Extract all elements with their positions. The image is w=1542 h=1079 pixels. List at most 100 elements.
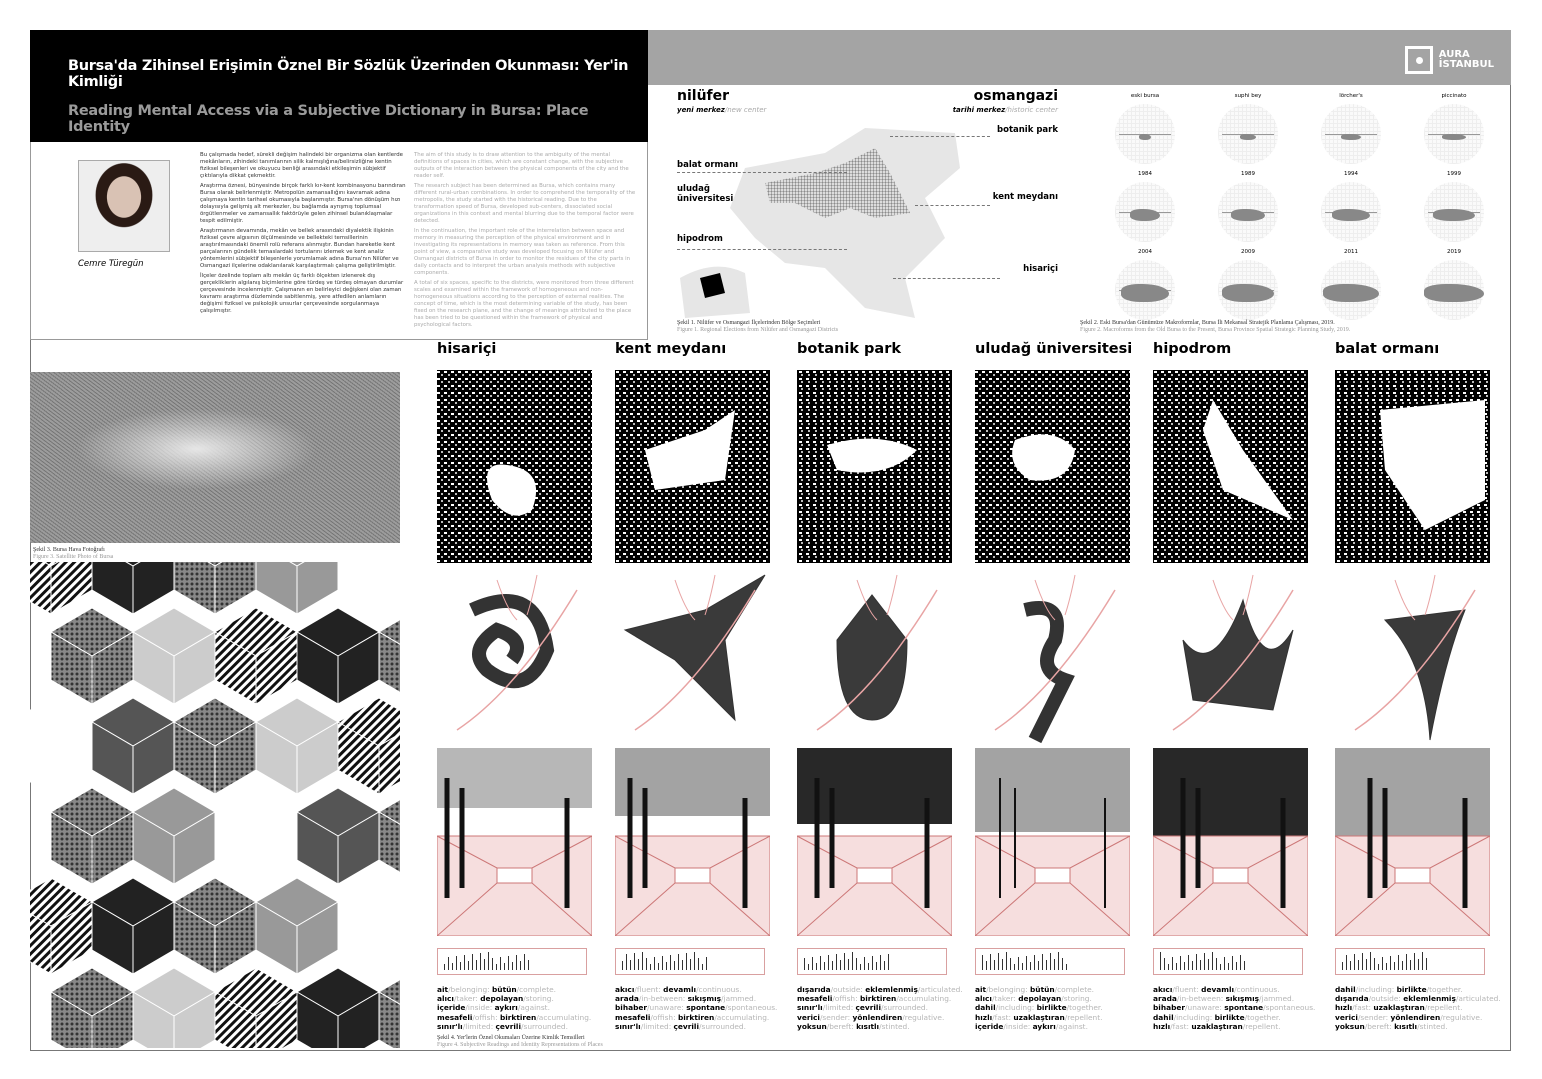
abstract-paragraph: Araştırmanın devamında, mekân ve bellek …: [200, 228, 399, 269]
abstract-paragraph: A total of six spaces, specific to the d…: [414, 280, 634, 328]
macroform-label: 1999: [1447, 171, 1461, 177]
macroform-item: 1989: [1213, 171, 1283, 242]
barcode-line: [868, 963, 869, 970]
abstract-3d-form: [994, 574, 1116, 744]
word-line: dışarıda/outside: eklemlenmiş/articulate…: [797, 985, 967, 994]
caption-en: Figure 3. Satellite Photo of Bursa: [33, 553, 114, 560]
barcode-line: [1160, 952, 1161, 970]
leader-line: [890, 136, 990, 137]
barcode-line: [1176, 963, 1177, 970]
word-en: /stinted.: [879, 1021, 910, 1031]
barcode-line: [488, 952, 489, 970]
word-tr: uzaklaştıran: [1013, 1012, 1065, 1022]
barcode-line: [1398, 955, 1399, 970]
barcode-line: [682, 960, 683, 970]
barcode-line: [1236, 962, 1237, 970]
barcode-diagram: [797, 948, 947, 975]
word-en: /repellent.: [1242, 1021, 1281, 1031]
word-en: /including:: [1355, 985, 1397, 994]
word-en: /accumulating.: [714, 1012, 770, 1022]
caption-tr: Şekil 2. Eski Bursa'dan Günümüze Makrofo…: [1080, 320, 1335, 326]
macroform-item: lörcher's: [1316, 93, 1386, 164]
word-tr: çevrili: [855, 1003, 881, 1013]
barcode-line: [990, 954, 991, 970]
word-line: ait/belonging: bütün/complete.: [975, 985, 1145, 994]
word-line: hızlı/fast: uzaklaştıran/repellent.: [1335, 1003, 1505, 1012]
collage-face: [255, 562, 298, 615]
collage-face: [173, 562, 216, 615]
barcode-line: [982, 955, 983, 970]
macroform-label: 1984: [1138, 171, 1152, 177]
word-tr: içeride: [975, 1021, 1004, 1031]
barcode-line: [1204, 953, 1205, 970]
barcode-line: [880, 955, 881, 970]
leader-line: [893, 278, 1000, 279]
collage-face: [378, 979, 400, 1005]
word-en: /offish:: [650, 1012, 678, 1022]
word-en: /fast:: [1170, 1021, 1192, 1031]
word-tr: yoksun: [1335, 1021, 1365, 1031]
barcode-line: [1216, 958, 1217, 970]
collage-face: [125, 562, 141, 567]
macroform-item: 2011: [1316, 249, 1386, 320]
word-en: /complete.: [1054, 985, 1094, 994]
word-tr: depolayan: [1018, 994, 1062, 1004]
barcode-line: [1406, 954, 1407, 970]
word-tr: verici: [1335, 1012, 1358, 1022]
word-en: /limited:: [462, 1021, 496, 1031]
aura-istanbul-logo: AURA İSTANBUL: [1404, 46, 1494, 74]
macroform-item: 2019: [1419, 249, 1489, 320]
barcode-line: [1366, 959, 1367, 970]
nilufer-subtitle: yeni merkez/new center: [677, 106, 766, 114]
barcode-line: [1006, 952, 1007, 970]
word-line: akıcı/fluent: devamlı/continuous.: [615, 985, 785, 994]
caption-en: Figure 1. Regional Elections from Nilüfe…: [677, 326, 839, 333]
barcode-line: [706, 957, 707, 970]
poster-header: Bursa'da Zihinsel Erişimin Öznel Bir Söz…: [30, 30, 648, 142]
barcode-line: [508, 956, 509, 970]
word-tr: dahil: [1153, 1012, 1174, 1022]
barcode-line: [670, 955, 671, 970]
abstract-paragraph: In the continuation, the important role …: [414, 228, 631, 276]
barcode-line: [808, 964, 809, 970]
word-list: dahil/including: birlikte/together. dışar…: [1335, 985, 1505, 1031]
word-tr: birktiren: [499, 1012, 537, 1022]
word-en: /including:: [995, 1003, 1037, 1013]
word-tr: uzaklaştıran: [1373, 1003, 1425, 1013]
macroform-label: lörcher's: [1339, 93, 1363, 99]
macroform-label: 2009: [1241, 249, 1255, 255]
barcode-line: [638, 959, 639, 970]
barcode-line: [1200, 960, 1201, 970]
caption-en: Figure 2. Macroforms from the Old Bursa …: [1080, 326, 1351, 333]
collage-face: [378, 913, 400, 975]
word-en: /fluent:: [1172, 985, 1202, 994]
word-en: /together.: [1066, 1003, 1103, 1013]
barcode-line: [690, 959, 691, 970]
word-line: içeride/inside: aykırı/against.: [437, 1003, 607, 1012]
word-tr: içeride: [437, 1003, 466, 1013]
word-tr: sınır'lı: [437, 1021, 463, 1031]
barcode-line: [1184, 962, 1185, 970]
collage-face: [378, 733, 400, 795]
barcode-line: [654, 957, 655, 970]
word-en: /outside:: [830, 985, 866, 994]
barcode-line: [1414, 953, 1415, 970]
barcode-line: [1232, 956, 1233, 970]
abstract-paragraph: Araştırma öznesi, bünyesinde birçok fark…: [200, 183, 406, 224]
word-tr: birlikte: [1214, 1012, 1245, 1022]
barcode-line: [884, 961, 885, 970]
word-tr: sınır'lı: [615, 1021, 641, 1031]
barcode-line: [856, 958, 857, 970]
word-en: /accumulating.: [536, 1012, 592, 1022]
barcode-line: [1172, 957, 1173, 970]
word-en: /jammed.: [721, 994, 757, 1004]
word-en: /fast:: [992, 1012, 1014, 1022]
osmangazi-title: osmangazi: [973, 88, 1058, 104]
word-en: /fluent:: [634, 985, 664, 994]
word-tr: arada: [615, 994, 639, 1004]
word-tr: spontane: [1224, 1003, 1264, 1013]
map-label-uludag-universitesi: uludağ üniversitesi: [677, 184, 734, 204]
barcode-line: [1054, 959, 1055, 970]
place-title: balat ormanı: [1335, 341, 1440, 357]
barcode-line: [674, 961, 675, 970]
